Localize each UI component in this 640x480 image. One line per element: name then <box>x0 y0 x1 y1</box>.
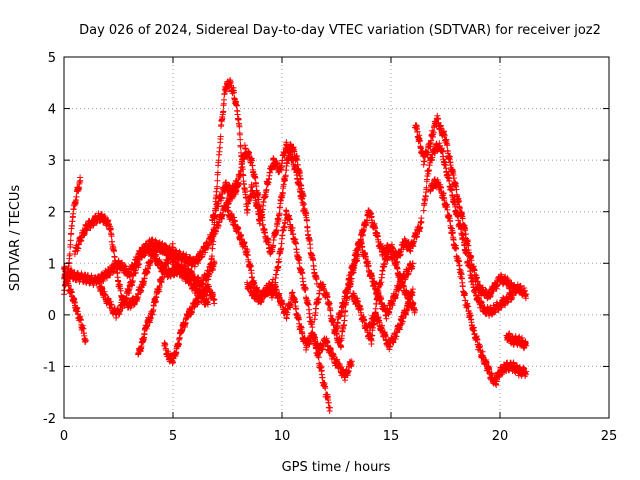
y-axis-label: SDTVAR / TECUs <box>8 185 23 292</box>
axis-ticks: 0 5 10 15 20 25 -2 -1 0 1 2 3 4 5 <box>43 51 617 444</box>
data-point-markers <box>503 330 530 352</box>
x-tick-label: 10 <box>274 429 291 444</box>
x-axis-label: GPS time / hours <box>282 460 391 475</box>
x-tick-label: 15 <box>383 429 400 444</box>
series-track-6 <box>135 240 176 358</box>
series-track-9 <box>209 141 320 287</box>
data-point-markers <box>420 140 517 319</box>
x-tick-label: 20 <box>492 429 509 444</box>
series-track-10 <box>224 204 333 414</box>
data-point-markers <box>224 204 333 414</box>
y-tick-label: 0 <box>48 309 56 324</box>
data-point-markers <box>427 176 530 388</box>
x-tick-label: 25 <box>601 429 618 444</box>
data-point-markers <box>244 276 355 384</box>
data-point-markers <box>209 141 320 287</box>
data-point-markers <box>412 112 530 302</box>
y-tick-label: 2 <box>48 206 56 221</box>
plot-border <box>63 56 610 419</box>
series-track-19 <box>503 330 530 352</box>
data-point-markers <box>366 286 416 353</box>
series-track-11 <box>244 276 355 384</box>
series-track-15 <box>366 286 416 353</box>
y-tick-label: 3 <box>48 154 56 169</box>
x-tick-label: 0 <box>60 429 68 444</box>
data-points <box>61 77 530 414</box>
y-tick-label: -2 <box>43 412 56 427</box>
y-tick-label: 5 <box>48 51 56 66</box>
series-track-16 <box>412 112 530 302</box>
series-track-18 <box>427 176 530 388</box>
series-track-7 <box>161 283 218 367</box>
chart-title: Day 026 of 2024, Sidereal Day-to-day VTE… <box>79 23 601 38</box>
data-point-markers <box>161 283 218 367</box>
x-tick-label: 5 <box>169 429 177 444</box>
y-tick-label: -1 <box>43 360 56 375</box>
y-tick-label: 4 <box>48 103 56 118</box>
series-track-17 <box>420 140 517 319</box>
y-tick-label: 1 <box>48 257 56 272</box>
data-point-markers <box>135 240 176 358</box>
